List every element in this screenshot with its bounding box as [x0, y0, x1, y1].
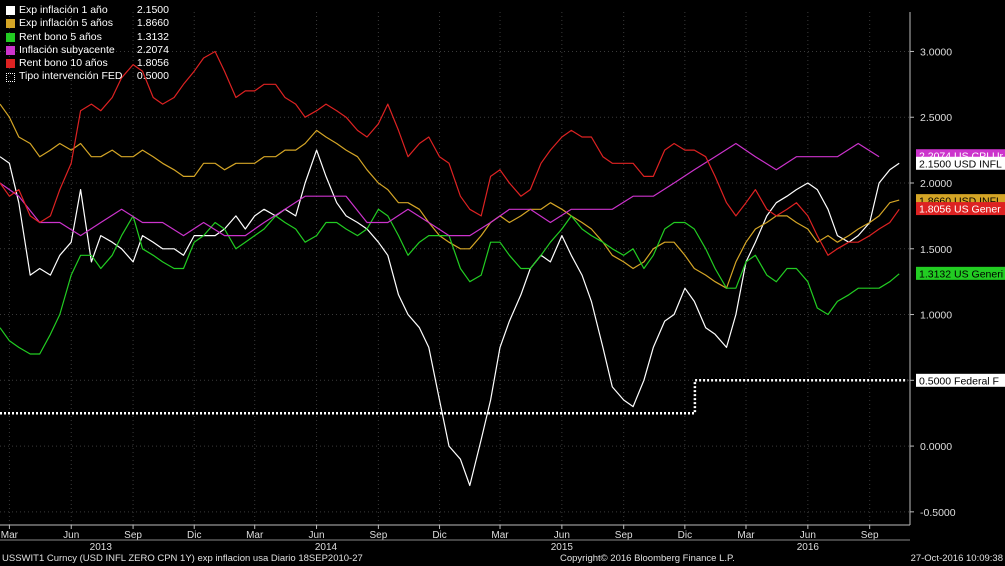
right-value-label: 2.1500 USD INFL — [916, 156, 1005, 170]
legend-item-value: 0.5000 — [136, 70, 169, 83]
right-value-label-text: 0.5000 Federal F — [919, 375, 999, 387]
plot-area — [0, 12, 910, 525]
series-layer — [0, 50, 908, 487]
right-value-label-text: 1.8056 US Gener — [919, 204, 1001, 216]
legend-item-name: Exp inflación 5 años — [19, 17, 113, 30]
y-tick-label: 1.5000 — [920, 244, 952, 256]
year-label: 2016 — [797, 542, 820, 553]
legend-item-name: Exp inflación 1 año — [19, 4, 108, 16]
right-value-label-box — [916, 202, 1005, 216]
x-tick-label: Sep — [369, 530, 387, 541]
legend-item-value: 1.8660 — [136, 17, 169, 30]
x-tick-label: Mar — [491, 530, 509, 541]
right-value-label: 1.3132 US Generi — [916, 266, 1005, 280]
legend-item-value: 2.2074 — [136, 43, 169, 56]
legend-item: Inflación subyacente 2.2074 — [6, 44, 169, 57]
x-tick-label: Jun — [308, 530, 324, 541]
y-tick-label: 2.5000 — [920, 112, 952, 124]
x-tick-label: Mar — [1, 530, 19, 541]
year-label: 2013 — [90, 542, 113, 553]
x-tick-label: Dic — [432, 530, 446, 541]
legend-item-value: 2.1500 — [136, 4, 169, 16]
year-label: 2014 — [315, 542, 338, 553]
right-value-label: 1.8056 US Gener — [916, 202, 1005, 216]
legend-item: Exp inflación 5 años 1.8660 — [6, 17, 169, 30]
x-tick-label: Mar — [737, 530, 755, 541]
x-tick-label: Mar — [246, 530, 264, 541]
series-line — [0, 379, 908, 415]
series-line — [0, 50, 900, 256]
right-value-label-box — [916, 266, 1005, 280]
right-value-label-box — [916, 373, 1005, 387]
x-tick-label: Jun — [800, 530, 816, 541]
right-value-label-text: 1.3132 US Generi — [919, 268, 1003, 280]
right-value-label-text: 2.1500 USD INFL — [919, 158, 1002, 170]
grid — [0, 12, 910, 525]
series-line — [0, 142, 880, 237]
legend-swatch — [6, 32, 15, 42]
legend-item: Rent bono 10 años 1.8056 — [6, 57, 169, 70]
right-value-label-box — [916, 156, 1005, 170]
legend-swatch — [6, 19, 15, 29]
legend-item-name: Tipo intervención FED — [19, 70, 123, 83]
legend-item: Rent bono 5 años 1.3132 — [6, 31, 169, 44]
legend-swatch — [6, 72, 15, 82]
axes: 3.0000 2.5000 2.0000 1.5000 1.0000 0.5000 0.00… — [0, 12, 956, 553]
right-value-label: 0.5000 Federal F — [916, 373, 1005, 387]
legend-item-value: 1.8056 — [136, 57, 169, 70]
legend-item-name: Rent bono 10 años — [19, 57, 108, 70]
series-line — [0, 103, 900, 289]
y-tick-label: 3.0000 — [920, 46, 952, 58]
legend-swatch — [6, 46, 15, 56]
x-tick-label: Sep — [124, 530, 142, 541]
plot-background — [0, 12, 910, 525]
legend-item: Tipo intervención FED 0.5000 — [6, 70, 169, 83]
x-tick-label: Sep — [615, 530, 633, 541]
legend-swatch — [6, 6, 15, 16]
footer-copyright: Copyright© 2016 Bloomberg Finance L.P. — [560, 553, 735, 564]
x-tick-label: Sep — [861, 530, 879, 541]
chart-legend: Exp inflación 1 año 2.1500 Exp inflación 5… — [6, 4, 169, 84]
x-tick-label: Dic — [187, 530, 201, 541]
legend-item-name: Rent bono 5 años — [19, 30, 102, 43]
y-tick-label: 1.0000 — [920, 310, 952, 322]
y-tick-label: -0.5000 — [920, 507, 956, 519]
x-tick-label: Jun — [63, 530, 79, 541]
footer-bar: USSWIT1 Curncy (USD INFL ZERO CPN 1Y) ex… — [0, 551, 1005, 566]
legend-item: Exp inflación 1 año 2.1500 — [6, 4, 169, 17]
footer-ticker: USSWIT1 Curncy (USD INFL ZERO CPN 1Y) ex… — [2, 553, 363, 564]
series-line — [0, 149, 900, 487]
y-tick-label: 2.0000 — [920, 178, 952, 190]
year-label: 2015 — [551, 542, 574, 553]
footer-timestamp: 27-Oct-2016 10:09:38 — [910, 553, 1003, 564]
legend-swatch — [6, 59, 15, 69]
legend-item-name: Inflación subyacente — [19, 43, 115, 56]
y-tick-label: 0.0000 — [920, 441, 952, 453]
x-tick-label: Jun — [554, 530, 570, 541]
legend-item-value: 1.3132 — [136, 30, 169, 43]
x-tick-label: Dic — [678, 530, 692, 541]
